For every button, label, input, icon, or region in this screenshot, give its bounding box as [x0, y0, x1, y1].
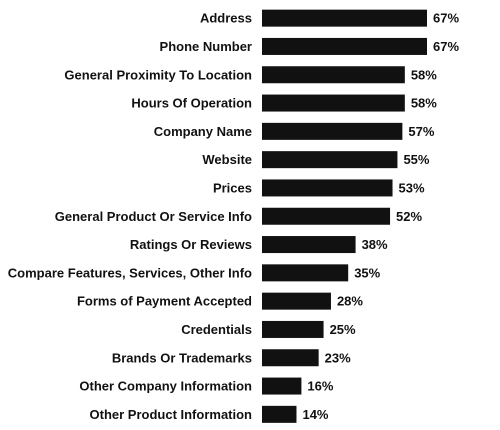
- value-label: 35%: [354, 265, 380, 280]
- value-label: 25%: [330, 322, 356, 337]
- bar: [262, 122, 403, 140]
- category-label: Ratings Or Reviews: [130, 237, 252, 252]
- category-label: Compare Features, Services, Other Info: [8, 265, 252, 280]
- value-label: 16%: [307, 379, 333, 394]
- bar: [262, 264, 349, 282]
- category-label: Hours Of Operation: [131, 96, 252, 111]
- bar: [262, 37, 427, 55]
- value-label: 52%: [396, 209, 422, 224]
- value-label: 28%: [337, 294, 363, 309]
- category-label: Credentials: [181, 322, 252, 337]
- category-label: Website: [202, 152, 252, 167]
- category-label: Other Product Information: [90, 407, 253, 422]
- bar: [262, 320, 324, 338]
- bar: [262, 94, 405, 112]
- category-label: Other Company Information: [79, 379, 252, 394]
- value-label: 58%: [411, 67, 437, 82]
- value-label: 53%: [399, 180, 425, 195]
- bar: [262, 66, 405, 84]
- bar: [262, 9, 427, 27]
- value-label: 38%: [362, 237, 388, 252]
- category-label: Forms of Payment Accepted: [77, 294, 252, 309]
- value-label: 67%: [433, 39, 459, 54]
- bar: [262, 292, 331, 310]
- category-label: Address: [200, 11, 252, 26]
- category-label: General Product Or Service Info: [55, 209, 252, 224]
- category-label: General Proximity To Location: [64, 67, 252, 82]
- bar: [262, 179, 393, 197]
- bar: [262, 377, 302, 395]
- bar: [262, 151, 398, 169]
- value-label: 23%: [325, 350, 351, 365]
- value-label: 55%: [403, 152, 429, 167]
- value-label: 57%: [408, 124, 434, 139]
- value-label: 58%: [411, 96, 437, 111]
- value-label: 14%: [302, 407, 328, 422]
- bar: [262, 207, 391, 225]
- category-label: Brands Or Trademarks: [112, 350, 252, 365]
- category-label: Company Name: [154, 124, 252, 139]
- category-label: Prices: [213, 180, 252, 195]
- bar-rows: Address 67% Phone Number 67% General Proximi…: [8, 9, 459, 423]
- bar: [262, 405, 297, 423]
- value-label: 67%: [433, 11, 459, 26]
- bar: [262, 349, 319, 367]
- bar: [262, 236, 356, 254]
- category-label: Phone Number: [160, 39, 252, 54]
